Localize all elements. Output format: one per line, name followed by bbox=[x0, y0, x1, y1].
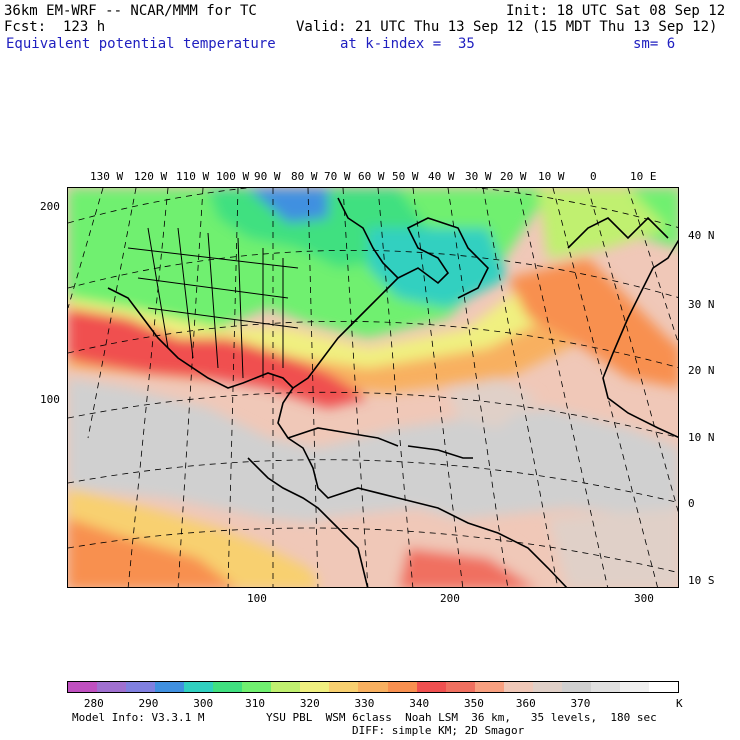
colorbar-label: 280 bbox=[83, 697, 104, 710]
init-time: Init: 18 UTC Sat 08 Sep 12 bbox=[506, 3, 726, 19]
grid-x-label: 200 bbox=[440, 592, 460, 605]
colorbar-swatch bbox=[474, 682, 504, 692]
forecast-hour: Fcst: 123 h bbox=[4, 19, 106, 35]
theta-e-map bbox=[68, 188, 678, 587]
model-title: 36km EM-WRF -- NCAR/MMM for TC bbox=[4, 3, 257, 19]
state-borders bbox=[127, 227, 299, 379]
colorbar-swatch bbox=[590, 682, 620, 692]
colorbar-swatch bbox=[416, 682, 446, 692]
grid-y-label: 100 bbox=[40, 393, 60, 406]
colorbar-swatch bbox=[619, 682, 649, 692]
colorbar-label: 310 bbox=[245, 697, 265, 710]
colorbar-swatch bbox=[68, 682, 98, 692]
lon-label: 0 bbox=[590, 170, 597, 183]
lon-label: 100 W bbox=[216, 170, 250, 183]
colorbar-label: 370 bbox=[570, 697, 591, 710]
colorbar-swatch bbox=[532, 682, 562, 692]
colorbar-swatch bbox=[155, 682, 185, 692]
lon-label: 40 W bbox=[428, 170, 455, 183]
lon-label: 10 E bbox=[630, 170, 657, 183]
lon-label: 70 W bbox=[324, 170, 351, 183]
lat-label: 20 N bbox=[688, 364, 715, 377]
lat-label: 30 N bbox=[688, 298, 715, 311]
grid-y-label: 200 bbox=[40, 200, 60, 213]
colorbar-label: 350 bbox=[464, 697, 484, 710]
physics-info: YSU PBL WSM 6class Noah LSM 36 km, 35 le… bbox=[266, 711, 657, 724]
colorbar-swatch bbox=[97, 682, 127, 692]
coastlines bbox=[107, 197, 678, 587]
lat-label: 10 N bbox=[688, 431, 715, 444]
lon-label: 130 W bbox=[90, 170, 124, 183]
level-info: at k-index = 35 bbox=[340, 36, 475, 52]
lon-label: 50 W bbox=[392, 170, 419, 183]
grid-x-label: 300 bbox=[634, 592, 654, 605]
colorbar-swatch bbox=[561, 682, 591, 692]
colorbar-label: 330 bbox=[354, 697, 375, 710]
colorbar-swatch bbox=[213, 682, 243, 692]
colorbar-swatch bbox=[242, 682, 272, 692]
colorbar-label: 300 bbox=[193, 697, 214, 710]
colorbar-label: 360 bbox=[515, 697, 536, 710]
colorbar-unit: K bbox=[676, 697, 683, 710]
lon-label: 90 W bbox=[254, 170, 281, 183]
lon-label: 120 W bbox=[134, 170, 168, 183]
colorbar-swatch bbox=[184, 682, 214, 692]
colorbar-swatch bbox=[271, 682, 301, 692]
diffusion-info: DIFF: simple KM; 2D Smagor bbox=[352, 724, 525, 737]
field-name: Equivalent potential temperature bbox=[6, 36, 276, 52]
model-info: Model Info: V3.3.1 M bbox=[72, 711, 205, 724]
grid-x-label: 100 bbox=[247, 592, 267, 605]
colorbar-swatch bbox=[503, 682, 533, 692]
colorbar-label: 320 bbox=[299, 697, 320, 710]
graticule bbox=[68, 188, 678, 587]
colorbar-label: 290 bbox=[138, 697, 159, 710]
lon-label: 10 W bbox=[538, 170, 565, 183]
colorbar bbox=[67, 681, 679, 693]
lat-label: 10 S bbox=[688, 574, 715, 587]
colorbar-swatch bbox=[445, 682, 475, 692]
colorbar-swatch bbox=[358, 682, 388, 692]
valid-time: Valid: 21 UTC Thu 13 Sep 12 (15 MDT Thu … bbox=[296, 19, 718, 35]
colorbar-swatch bbox=[648, 682, 678, 692]
lon-label: 80 W bbox=[291, 170, 318, 183]
lat-label: 40 N bbox=[688, 229, 715, 242]
colorbar-swatch bbox=[329, 682, 359, 692]
lon-label: 110 W bbox=[176, 170, 210, 183]
colorbar-swatch bbox=[126, 682, 156, 692]
lat-label: 0 bbox=[688, 497, 695, 510]
smoothing-info: sm= 6 bbox=[633, 36, 676, 52]
colorbar-swatch bbox=[300, 682, 330, 692]
lon-label: 30 W bbox=[465, 170, 492, 183]
lon-label: 20 W bbox=[500, 170, 527, 183]
lon-label: 60 W bbox=[358, 170, 385, 183]
map-panel bbox=[67, 187, 679, 588]
colorbar-swatch bbox=[387, 682, 417, 692]
colorbar-label: 340 bbox=[409, 697, 430, 710]
